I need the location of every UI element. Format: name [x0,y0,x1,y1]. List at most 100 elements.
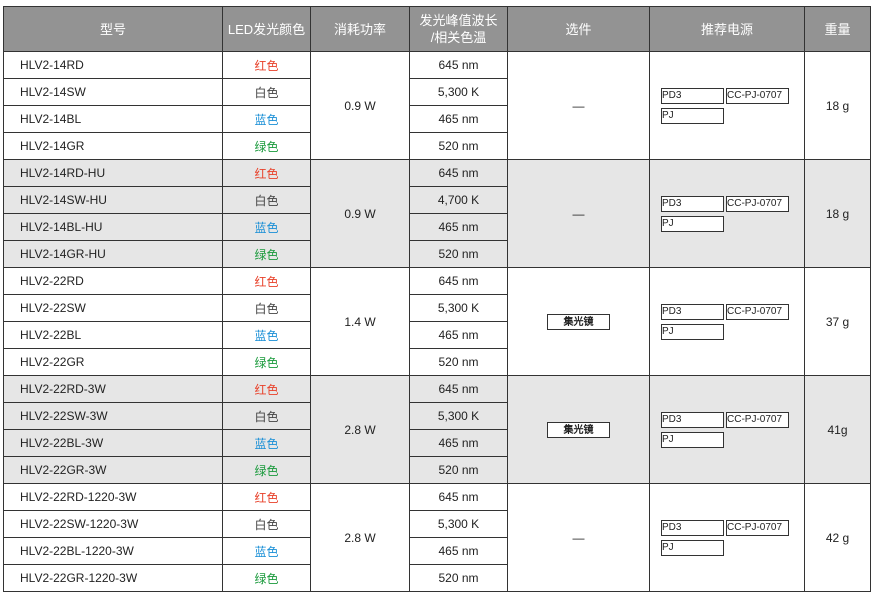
weight-cell: 18 g [804,159,871,268]
model-cell: HLV2-22GR-3W [3,456,223,484]
led-color-cell: 红色 [222,267,311,295]
header-power: 消耗功率 [310,6,410,52]
supply-box: CC-PJ-0707 [726,87,789,104]
weight-cell: 41g [804,375,871,484]
led-color-cell: 红色 [222,483,311,511]
supply-box: PJ [661,539,724,556]
supply-cell: PD3 CC-PJ-0707PJ [649,159,805,268]
supply-box: PJ [661,323,724,340]
header-model: 型号 [3,6,223,52]
led-color-cell: 绿色 [222,456,311,484]
table-row: HLV2-22BL 蓝色 465 nm [3,321,871,349]
table-row: HLV2-14SW-HU 白色 4,700 K [3,186,871,214]
model-cell: HLV2-22SW [3,294,223,322]
weight-cell: 18 g [804,51,871,160]
table-row: HLV2-14GR 绿色 520 nm [3,132,871,160]
wavelength-cell: 465 nm [409,105,508,133]
wavelength-cell: 4,700 K [409,186,508,214]
table-row: HLV2-14RD 红色 0.9 W 645 nm — PD3 CC-PJ-0707PJ… [3,51,871,160]
power-cell: 2.8 W [310,483,410,592]
header-supply: 推荐电源 [649,6,805,52]
option-cell: — [507,483,650,592]
table-row: HLV2-22RD 红色 1.4 W 645 nm 集光镜 PD3 CC-PJ-0707… [3,267,871,376]
model-cell: HLV2-14SW-HU [3,186,223,214]
table-row: HLV2-22SW-3W 白色 5,300 K [3,402,871,430]
model-cell: HLV2-14SW [3,78,223,106]
wavelength-cell: 465 nm [409,537,508,565]
model-cell: HLV2-14RD-HU [3,159,223,187]
header-weight: 重量 [804,6,871,52]
option-cell: — [507,159,650,268]
header-option: 选件 [507,6,650,52]
option-text: — [572,206,585,221]
wavelength-cell: 5,300 K [409,78,508,106]
model-cell: HLV2-14BL [3,105,223,133]
model-cell: HLV2-22GR-1220-3W [3,564,223,592]
table-row: HLV2-14SW 白色 5,300 K [3,78,871,106]
supply-cell: PD3 CC-PJ-0707PJ [649,483,805,592]
wavelength-cell: 5,300 K [409,294,508,322]
model-cell: HLV2-22SW-1220-3W [3,510,223,538]
wavelength-cell: 5,300 K [409,510,508,538]
weight-cell: 37 g [804,267,871,376]
supply-box: PD3 [661,87,724,104]
supply-box: CC-PJ-0707 [726,195,789,212]
led-color-cell: 白色 [222,402,311,430]
option-cell: 集光镜 [507,267,650,376]
wavelength-cell: 465 nm [409,429,508,457]
table-row: HLV2-22GR-1220-3W 绿色 520 nm [3,564,871,592]
led-color-cell: 蓝色 [222,321,311,349]
wavelength-cell: 5,300 K [409,402,508,430]
led-color-cell: 蓝色 [222,537,311,565]
led-color-cell: 白色 [222,294,311,322]
led-color-cell: 红色 [222,375,311,403]
wavelength-cell: 520 nm [409,456,508,484]
led-color-cell: 绿色 [222,564,311,592]
supply-box: PD3 [661,519,724,536]
model-cell: HLV2-14RD [3,51,223,79]
header-row: 型号 LED发光颜色 消耗功率 发光峰值波长 /相关色温 选件 推荐电源 重量 [3,6,871,52]
supply-box: CC-PJ-0707 [726,411,789,428]
wavelength-cell: 645 nm [409,267,508,295]
led-color-cell: 蓝色 [222,213,311,241]
wavelength-cell: 645 nm [409,483,508,511]
led-color-cell: 蓝色 [222,105,311,133]
led-color-cell: 白色 [222,186,311,214]
wavelength-cell: 465 nm [409,321,508,349]
supply-box: CC-PJ-0707 [726,519,789,536]
supply-box: PJ [661,215,724,232]
table-row: HLV2-14BL 蓝色 465 nm [3,105,871,133]
model-cell: HLV2-22BL [3,321,223,349]
model-cell: HLV2-22RD-3W [3,375,223,403]
option-box: 集光镜 [547,313,610,330]
model-cell: HLV2-22BL-1220-3W [3,537,223,565]
header-wavelength: 发光峰值波长 /相关色温 [409,6,508,52]
wavelength-cell: 645 nm [409,375,508,403]
option-cell: 集光镜 [507,375,650,484]
model-cell: HLV2-22GR [3,348,223,376]
option-text: — [572,98,585,113]
option-cell: — [507,51,650,160]
wavelength-cell: 520 nm [409,348,508,376]
led-color-cell: 白色 [222,78,311,106]
supply-box: PJ [661,431,724,448]
table-row: HLV2-14BL-HU 蓝色 465 nm [3,213,871,241]
spec-table: 型号 LED发光颜色 消耗功率 发光峰值波长 /相关色温 选件 推荐电源 重量 … [3,6,871,592]
model-cell: HLV2-22RD-1220-3W [3,483,223,511]
model-cell: HLV2-14BL-HU [3,213,223,241]
header-color: LED发光颜色 [222,6,311,52]
supply-cell: PD3 CC-PJ-0707PJ [649,51,805,160]
weight-cell: 42 g [804,483,871,592]
supply-box: PD3 [661,411,724,428]
power-cell: 0.9 W [310,159,410,268]
wavelength-cell: 520 nm [409,132,508,160]
table-row: HLV2-22SW-1220-3W 白色 5,300 K [3,510,871,538]
model-cell: HLV2-22RD [3,267,223,295]
supply-box: PD3 [661,303,724,320]
supply-box: PD3 [661,195,724,212]
supply-box: PJ [661,107,724,124]
supply-cell: PD3 CC-PJ-0707PJ [649,375,805,484]
table-row: HLV2-22RD-3W 红色 2.8 W 645 nm 集光镜 PD3 CC-PJ-0… [3,375,871,484]
model-cell: HLV2-14GR [3,132,223,160]
option-text: — [572,530,585,545]
